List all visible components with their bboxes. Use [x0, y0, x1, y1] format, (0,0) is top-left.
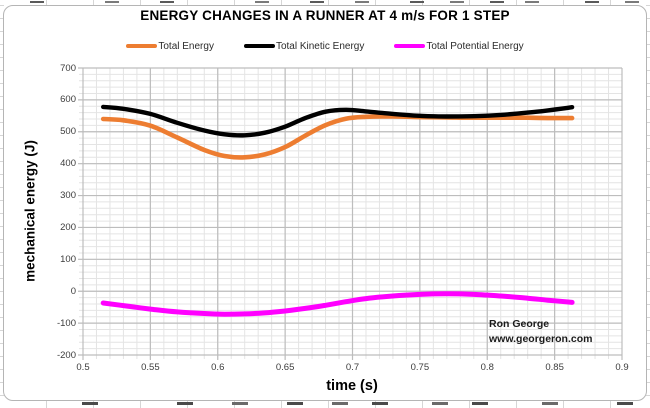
legend-item-total-kinetic-energy: Total Kinetic Energy — [243, 40, 365, 52]
x-axis-title: time (s) — [326, 378, 378, 394]
y-tick-label: 700 — [60, 62, 76, 74]
spreadsheet-cell-fragments-top — [30, 1, 44, 3]
x-tick-label: 0.55 — [141, 362, 160, 373]
x-tick-label: 0.65 — [275, 362, 295, 373]
watermark: Ron George www.georgeron.com — [489, 317, 592, 346]
x-tick-label: 0.6 — [211, 362, 225, 373]
legend: Total Energy Total Kinetic Energy Total Po… — [0, 39, 650, 53]
x-tick-label: 0.8 — [480, 362, 494, 373]
legend-label: Total Energy — [158, 40, 214, 52]
x-tick-label: 0.5 — [76, 362, 90, 373]
y-tick-label: 300 — [60, 190, 76, 202]
legend-label: Total Kinetic Energy — [275, 40, 365, 52]
legend-item-total-energy: Total Energy — [126, 41, 214, 52]
y-tick-label: 400 — [60, 158, 76, 170]
y-tick-label: 500 — [60, 126, 76, 138]
spreadsheet-edge-bottom — [0, 399, 650, 408]
y-tick-label: 100 — [60, 253, 76, 265]
y-tick-label: 200 — [60, 221, 76, 233]
watermark-author: Ron George — [489, 318, 550, 330]
legend-item-total-potential-energy: Total Potential Energy — [394, 40, 524, 52]
y-tick-label: 0 — [70, 285, 76, 297]
x-tick-label: 0.7 — [345, 362, 360, 373]
spreadsheet-edge-left — [0, 0, 4, 408]
legend-line-swatch — [243, 43, 275, 49]
y-tick-label: -200 — [56, 349, 76, 361]
y-tick-label: 600 — [60, 94, 76, 106]
watermark-url: www.georgeron.com — [489, 332, 593, 345]
chart-title: ENERGY CHANGES IN A RUNNER AT 4 m/s FOR … — [140, 8, 510, 23]
legend-label: Total Potential Energy — [426, 40, 524, 52]
x-tick-label: 0.9 — [615, 362, 629, 373]
y-tick-label: -100 — [56, 317, 76, 329]
legend-line-swatch — [394, 43, 426, 49]
x-tick-label: 0.75 — [410, 362, 430, 373]
x-tick-label: 0.85 — [545, 362, 564, 373]
spreadsheet-edge-right — [646, 0, 650, 408]
spreadsheet-cell-fragments-bottom — [82, 402, 98, 405]
legend-line-swatch — [126, 43, 158, 49]
spreadsheet-edge-top — [0, 0, 650, 6]
